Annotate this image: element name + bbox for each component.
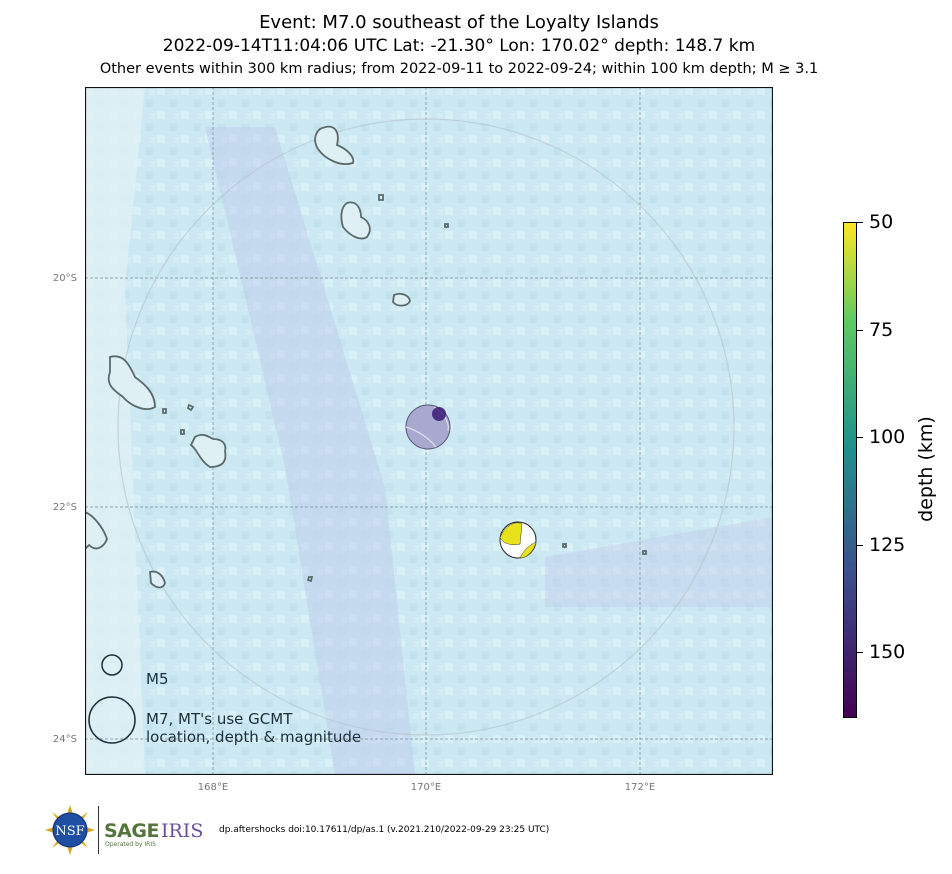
- colorbar-label-125: 125: [869, 534, 906, 556]
- legend-m7-circle: [88, 696, 136, 744]
- legend-m7-label-line1: M7, MT's use GCMT: [146, 710, 293, 728]
- aftershock-beachball: [499, 521, 537, 559]
- citation-text: dp.aftershocks doi:10.17611/dp/as.1 (v.2…: [219, 825, 550, 835]
- footer-divider: [98, 806, 99, 854]
- operated-by-label: Operated by IRIS: [105, 841, 156, 848]
- colorbar-tick: [857, 330, 863, 331]
- nsf-logo: NSF: [45, 805, 95, 855]
- map-border: [85, 87, 773, 775]
- lon-label-168e: 168°E: [197, 782, 229, 793]
- legend-m5-label: M5: [146, 670, 169, 688]
- colorbar-title: depth (km): [915, 416, 937, 522]
- colorbar-label-75: 75: [869, 319, 894, 341]
- search-criteria: Other events within 300 km radius; from …: [99, 61, 819, 77]
- lat-label-22s: 22°S: [52, 502, 77, 513]
- nsf-logo-text: NSF: [55, 824, 84, 839]
- depth-colorbar: [843, 222, 857, 718]
- event-title: Event: M7.0 southeast of the Loyalty Isl…: [259, 12, 659, 33]
- mainshock-epicenter-marker: [432, 407, 446, 421]
- sage-logo: SAGE: [104, 820, 159, 842]
- legend-m5-circle: [101, 654, 123, 676]
- lat-label-20s: 20°S: [52, 273, 77, 284]
- mainshock-beachball: [405, 404, 451, 450]
- search-radius-circle: [117, 118, 735, 736]
- colorbar-label-50: 50: [869, 211, 894, 233]
- colorbar-label-100: 100: [869, 426, 906, 448]
- lon-label-172e: 172°E: [624, 782, 656, 793]
- trench-band: [205, 127, 415, 775]
- colorbar-tick: [857, 437, 863, 438]
- colorbar-tick: [857, 222, 863, 223]
- legend-m7-label-line2: location, depth & magnitude: [146, 728, 362, 746]
- event-details: 2022-09-14T11:04:06 UTC Lat: -21.30° Lon…: [162, 36, 756, 56]
- trench-band-east: [545, 517, 773, 607]
- map: [85, 87, 773, 775]
- coastlines: [85, 125, 647, 589]
- iris-logo: IRIS: [161, 820, 204, 842]
- colorbar-label-150: 150: [869, 641, 906, 663]
- lat-label-24s: 24°S: [52, 734, 77, 745]
- colorbar-tick: [857, 545, 863, 546]
- land-west: [85, 87, 145, 775]
- colorbar-tick: [857, 652, 863, 653]
- lon-label-170e: 170°E: [410, 782, 442, 793]
